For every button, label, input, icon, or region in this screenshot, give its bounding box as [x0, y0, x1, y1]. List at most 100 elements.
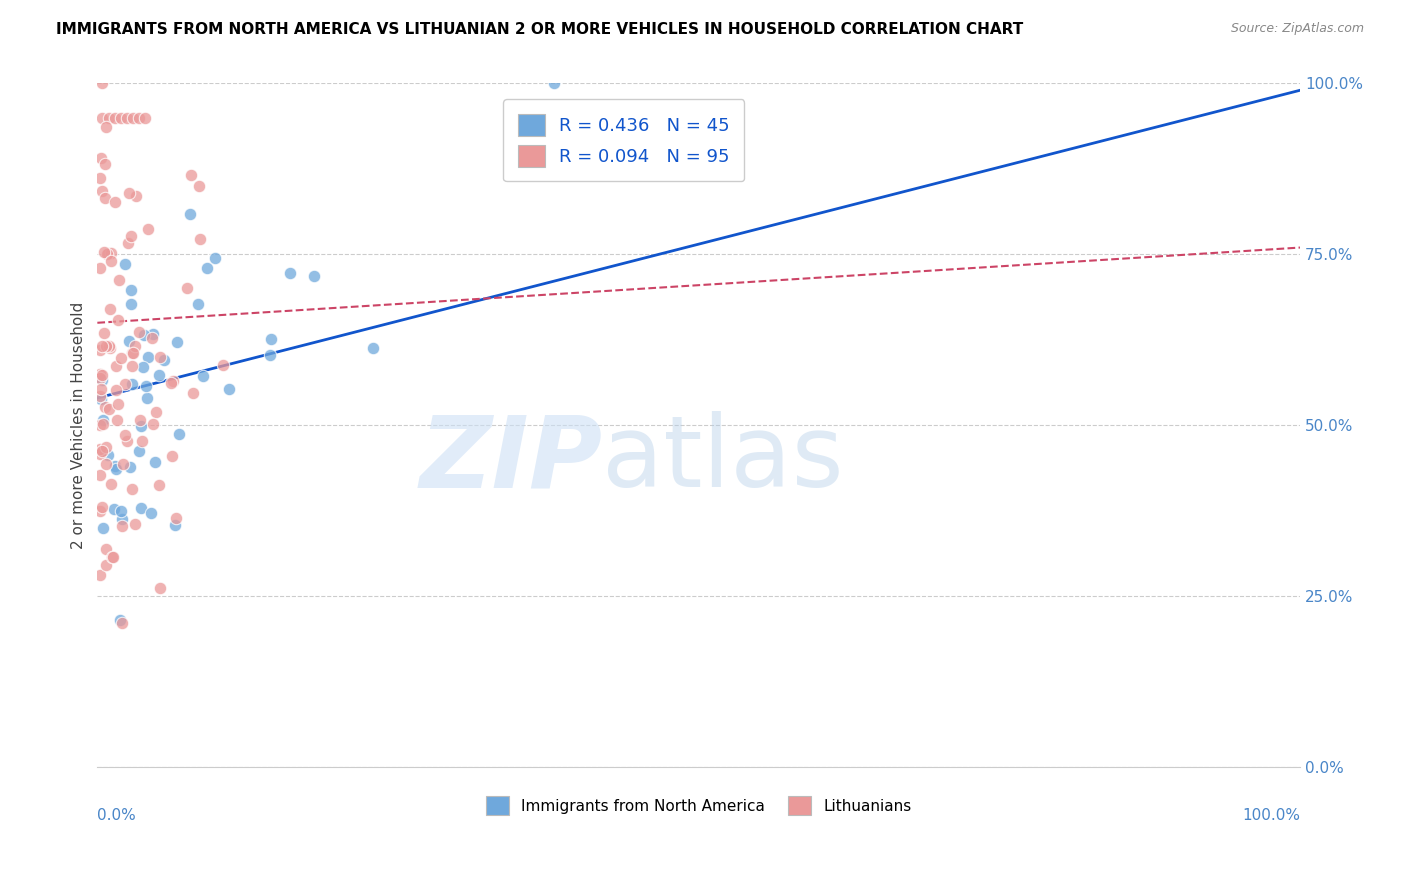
Point	[280, 266, 302, 280]
Point	[166, 334, 188, 349]
Point	[128, 444, 150, 458]
Point	[121, 359, 143, 374]
Point	[98, 302, 121, 317]
Point	[114, 257, 136, 271]
Point	[131, 434, 153, 449]
Point	[117, 111, 139, 125]
Point	[91, 111, 114, 125]
Point	[94, 542, 117, 557]
Point	[91, 338, 114, 352]
Legend: Immigrants from North America, Lithuanians: Immigrants from North America, Lithuania…	[479, 790, 918, 822]
Point	[89, 367, 111, 381]
Text: ZIP: ZIP	[419, 411, 603, 508]
Point	[91, 417, 114, 432]
Point	[183, 386, 205, 401]
Point	[89, 261, 111, 276]
Text: 0.0%: 0.0%	[97, 808, 136, 823]
Point	[89, 468, 111, 483]
Point	[105, 412, 128, 426]
Point	[107, 313, 129, 327]
Point	[100, 246, 122, 260]
Point	[90, 392, 112, 406]
Point	[117, 235, 139, 250]
Point	[191, 369, 214, 384]
Point	[101, 549, 124, 564]
Point	[107, 273, 129, 287]
Point	[176, 281, 198, 295]
Point	[103, 502, 125, 516]
Point	[98, 339, 121, 353]
Point	[152, 353, 174, 368]
Text: atlas: atlas	[603, 411, 844, 508]
Point	[141, 331, 163, 345]
Point	[120, 229, 142, 244]
Point	[128, 111, 150, 125]
Point	[110, 351, 132, 365]
Point	[93, 326, 115, 340]
Point	[104, 194, 127, 209]
Point	[169, 427, 191, 442]
Point	[100, 254, 122, 268]
Point	[188, 179, 211, 194]
Point	[89, 343, 111, 358]
Point	[93, 244, 115, 259]
Point	[89, 389, 111, 403]
Y-axis label: 2 or more Vehicles in Household: 2 or more Vehicles in Household	[72, 301, 86, 549]
Point	[120, 283, 142, 297]
Point	[120, 297, 142, 311]
Point	[124, 339, 146, 353]
Point	[89, 171, 111, 186]
Point	[129, 501, 152, 516]
Point	[104, 359, 127, 373]
Point	[111, 457, 134, 471]
Point	[160, 376, 183, 391]
Point	[302, 268, 325, 283]
Point	[136, 222, 159, 236]
Point	[111, 519, 134, 533]
Point	[118, 186, 141, 201]
Point	[97, 401, 120, 416]
Point	[260, 332, 283, 346]
Point	[96, 247, 118, 261]
Point	[89, 371, 111, 385]
Point	[188, 232, 211, 246]
Point	[180, 168, 202, 182]
Point	[91, 77, 114, 91]
Point	[121, 346, 143, 360]
Point	[149, 582, 172, 596]
Point	[129, 412, 152, 426]
Point	[107, 397, 129, 411]
Point	[163, 517, 186, 532]
Point	[90, 368, 112, 382]
Point	[98, 341, 121, 355]
Point	[124, 516, 146, 531]
Point	[111, 512, 134, 526]
Point	[91, 500, 114, 514]
Text: Source: ZipAtlas.com: Source: ZipAtlas.com	[1230, 22, 1364, 36]
Point	[121, 482, 143, 496]
Point	[139, 506, 162, 520]
Point	[543, 77, 565, 91]
Point	[105, 462, 128, 476]
Point	[149, 350, 172, 364]
Point	[98, 111, 121, 125]
Point	[97, 246, 120, 260]
Point	[90, 151, 112, 165]
Point	[104, 383, 127, 397]
Point	[89, 447, 111, 461]
Point	[136, 391, 159, 405]
Point	[186, 296, 208, 310]
Point	[110, 503, 132, 517]
Point	[100, 477, 122, 491]
Point	[148, 368, 170, 383]
Point	[129, 418, 152, 433]
Point	[136, 350, 159, 364]
Point	[89, 503, 111, 517]
Point	[90, 444, 112, 458]
Point	[115, 434, 138, 449]
Point	[122, 345, 145, 359]
Point	[162, 449, 184, 463]
Point	[134, 327, 156, 342]
Point	[128, 325, 150, 339]
Point	[94, 339, 117, 353]
